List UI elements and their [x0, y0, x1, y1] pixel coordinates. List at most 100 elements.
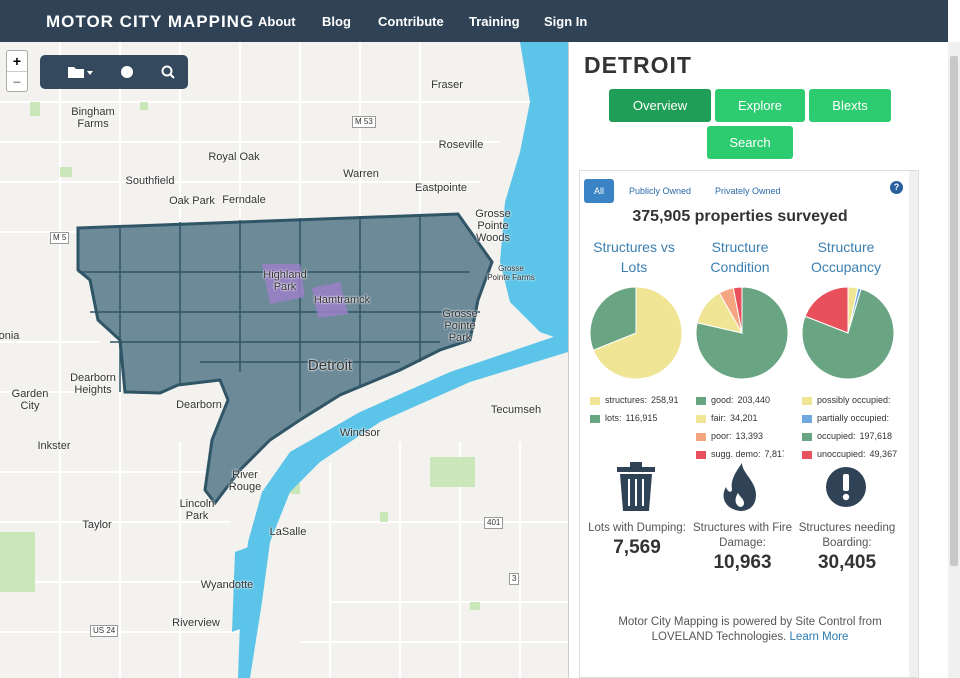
pie-slice: [801, 288, 895, 380]
folder-icon[interactable]: [68, 67, 84, 78]
stat-value: 7,569: [613, 537, 661, 558]
scroll-thumb[interactable]: [950, 56, 958, 566]
chart-title: Structures vs Lots: [593, 239, 675, 275]
hamtramck[interactable]: [312, 282, 348, 318]
pie-slice: [589, 286, 637, 351]
place-label: Grosse Pointe Farms: [487, 264, 535, 282]
legend-entry: sugg. demo:7,817: [696, 449, 784, 459]
river: [238, 332, 568, 678]
overview-button[interactable]: Overview: [609, 89, 711, 122]
place-label: Southfield: [125, 175, 175, 187]
nav-link[interactable]: Sign In: [544, 14, 588, 29]
tab-public[interactable]: Publicly Owned: [629, 186, 692, 196]
nav-link[interactable]: Contribute: [378, 14, 444, 29]
stat-label: Structures needing Boarding:: [798, 522, 896, 549]
zoom-in[interactable]: +: [12, 53, 22, 69]
pie-slice: [732, 286, 743, 334]
nav-link[interactable]: Training: [469, 14, 520, 29]
parks: [0, 102, 480, 610]
place-label: Hamtramck: [313, 294, 371, 306]
legend-label: partially occupied:: [817, 413, 890, 423]
stat: Structures with Fire Damage: 10,963: [685, 521, 800, 572]
map-toolbar: [40, 55, 188, 89]
legend-entry: good: 203,440: [696, 395, 784, 405]
legend-value: 116,915: [625, 413, 658, 423]
legend-value: 34,201: [730, 413, 758, 423]
map[interactable]: + − Fraser Bingham Farms Royal Oak Rosevill…: [0, 42, 568, 678]
nav-link[interactable]: Blog: [322, 14, 351, 29]
place-label: Wyandotte: [200, 579, 254, 591]
legend-value: 258,910: [651, 395, 678, 405]
stat: Structures needing Boarding: 30,405: [792, 521, 902, 573]
stat-label: Structures with Fire Damage:: [692, 522, 793, 549]
zoom-out[interactable]: −: [7, 71, 27, 91]
place-label: Inkster: [37, 440, 71, 452]
legend-label: possibly occupied:: [817, 395, 891, 405]
help-icon[interactable]: ?: [890, 181, 903, 194]
legend-label: unoccupied:: [817, 449, 866, 459]
road-shield: 401: [484, 517, 504, 529]
legend-label: lots:: [605, 413, 622, 423]
panel-scrollbar: [909, 171, 918, 677]
stat-value: 30,405: [817, 552, 877, 573]
legend-swatch: [802, 432, 812, 441]
sidebar-title: DETROIT: [584, 52, 692, 78]
learn-more-link[interactable]: Learn More: [789, 631, 849, 643]
nav-link[interactable]: About: [258, 14, 296, 29]
caret: [87, 71, 93, 75]
search-button[interactable]: Search: [707, 126, 793, 159]
pie-slice: [804, 286, 849, 334]
place-label: Detroit: [307, 357, 353, 374]
road-shield: US 24: [90, 625, 119, 637]
toolbar-icons: [68, 65, 175, 79]
tab-all[interactable]: All: [584, 179, 615, 203]
legend-swatch: [696, 450, 706, 459]
stat-icons: [617, 462, 866, 511]
legend-entry: partially occupied:: [802, 413, 898, 423]
legend-swatch: [696, 432, 706, 441]
legend-entry: occupied: 197,618: [802, 431, 898, 441]
place-label: Eastpointe: [415, 182, 467, 194]
place-label: Livonia: [0, 330, 20, 342]
pie-chart: [801, 286, 895, 380]
place-label: Lincoln Park: [179, 498, 215, 522]
map-base: [0, 42, 568, 678]
lake: [500, 42, 568, 342]
legend-value: 197,618: [859, 431, 893, 441]
place-label: Taylor: [82, 519, 112, 531]
legend-swatch: [590, 396, 600, 405]
explore-button[interactable]: Explore: [715, 89, 805, 122]
legend-label: fair:: [711, 413, 727, 423]
chart-title: Structure Condition: [710, 239, 770, 275]
footer: Motor City Mapping is powered by Site Co…: [600, 615, 900, 645]
road-shield: M 53: [352, 116, 376, 128]
fire-icon: [723, 463, 756, 511]
chart-title: Structure Occupancy: [810, 239, 882, 275]
place-label: Royal Oak: [208, 151, 260, 163]
brand[interactable]: MOTOR CITY MAPPING: [46, 12, 255, 31]
highland-park[interactable]: [262, 264, 305, 304]
place-label: Oak Park: [169, 195, 215, 207]
globe-icon[interactable]: [121, 66, 133, 78]
legend-label: structures:: [605, 395, 648, 405]
zoom-control: + −: [6, 50, 28, 92]
place-label: Roseville: [438, 139, 484, 151]
place-label: River Rouge: [228, 469, 262, 493]
tab-private[interactable]: Privately Owned: [715, 186, 781, 196]
place-label: Dearborn: [176, 399, 222, 411]
nav-bar: MOTOR CITY MAPPING About Blog Contribute…: [0, 0, 948, 42]
road-shield: M 5: [50, 232, 70, 244]
legend-entry: structures:258,910: [590, 395, 678, 405]
blexts-button[interactable]: Blexts: [809, 89, 891, 122]
place-label: Grosse Pointe Woods: [475, 208, 511, 244]
search-icon[interactable]: [161, 65, 173, 77]
place-label: Riverview: [172, 617, 220, 629]
place-label: Ferndale: [222, 194, 266, 206]
place-label: Highland Park: [263, 269, 307, 293]
legend-entry: unoccupied: 49,367: [802, 449, 898, 459]
legend-swatch: [802, 414, 812, 423]
stats-panel: All Publicly Owned Privately Owned ? 375…: [579, 170, 919, 678]
place-label: Bingham Farms: [71, 106, 115, 130]
detroit-boundary[interactable]: [76, 212, 494, 506]
